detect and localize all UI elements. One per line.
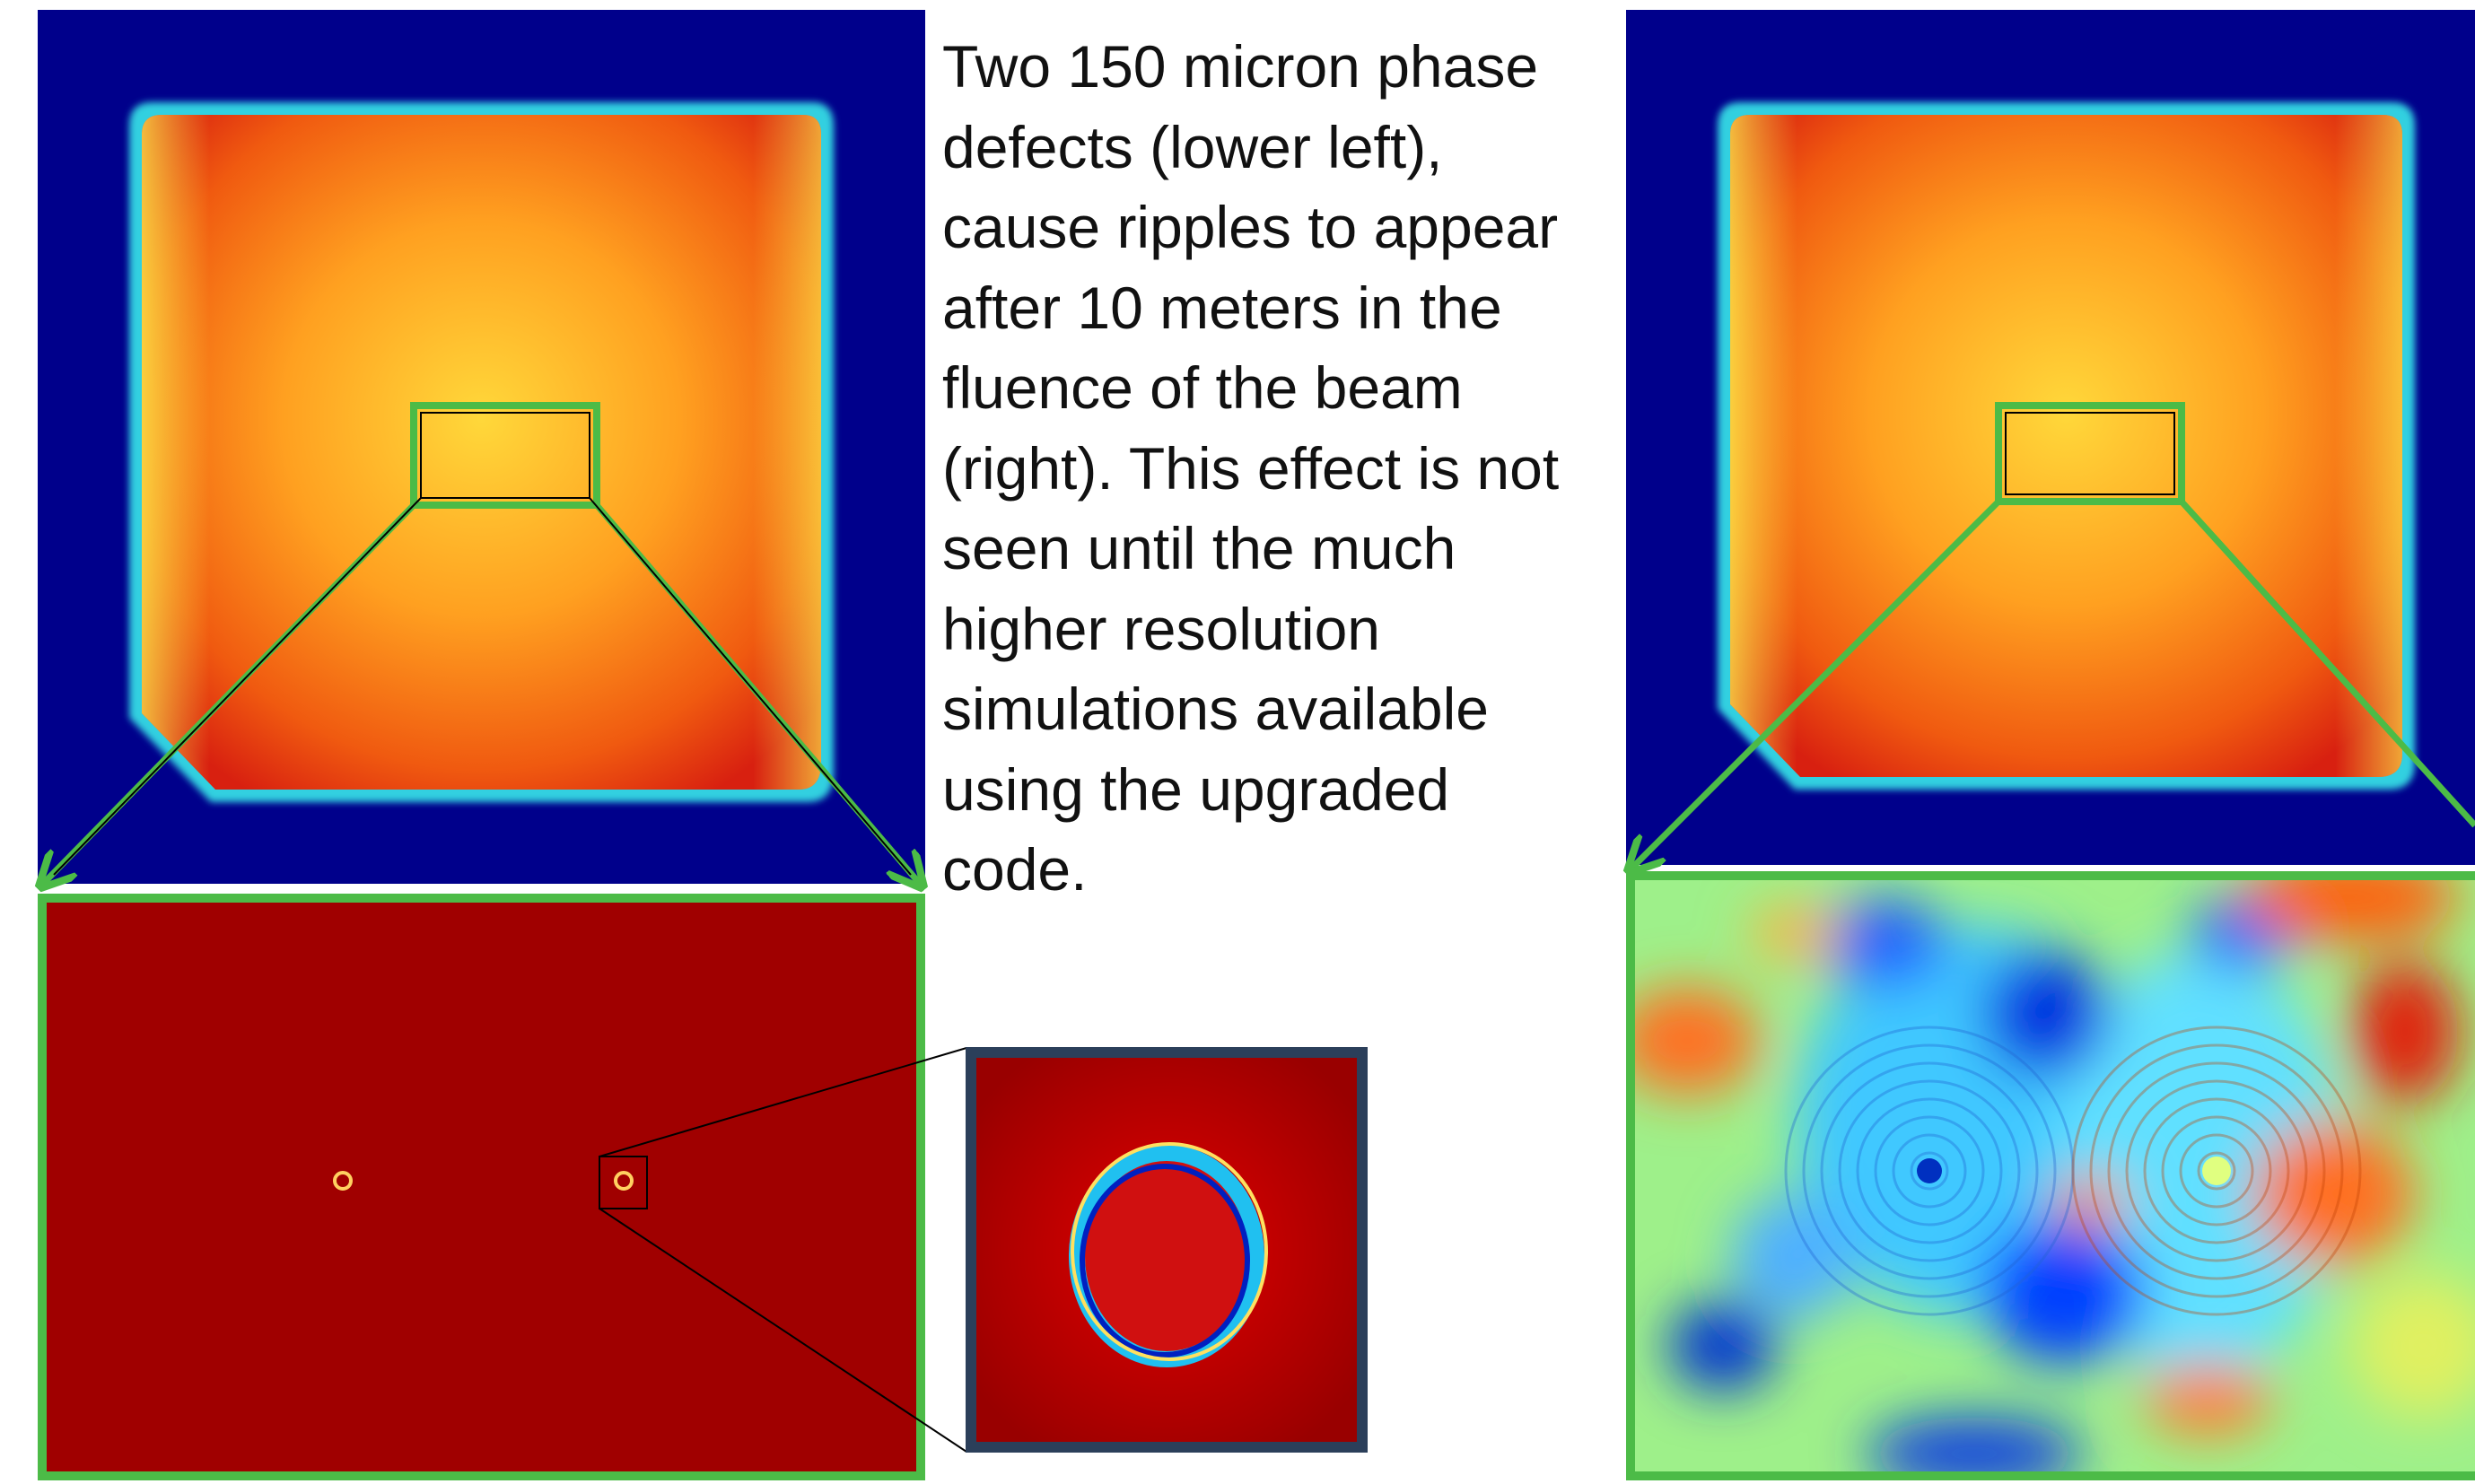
beam-image-right (1626, 10, 2475, 869)
zoom-image-right (1615, 852, 2475, 1484)
text-line: Two 150 micron phase (942, 27, 1606, 108)
text-line: after 10 meters in the (942, 268, 1606, 349)
slide: Two 150 micron phasedefects (lower left)… (0, 0, 2475, 1484)
text-line: seen until the much (942, 509, 1606, 589)
text-line: (right). This effect is not (942, 429, 1606, 510)
text-line: code. (942, 830, 1606, 911)
zoom-image-left (42, 898, 966, 1476)
text-line: cause ripples to appear (942, 188, 1606, 268)
text-line: using the upgraded (942, 750, 1606, 831)
defect-inset (971, 1052, 1362, 1447)
text-line: simulations available (942, 669, 1606, 750)
beam-image-left (38, 10, 925, 884)
text-line: defects (lower left), (942, 108, 1606, 188)
text-line: fluence of the beam (942, 348, 1606, 429)
text-line: higher resolution (942, 589, 1606, 670)
